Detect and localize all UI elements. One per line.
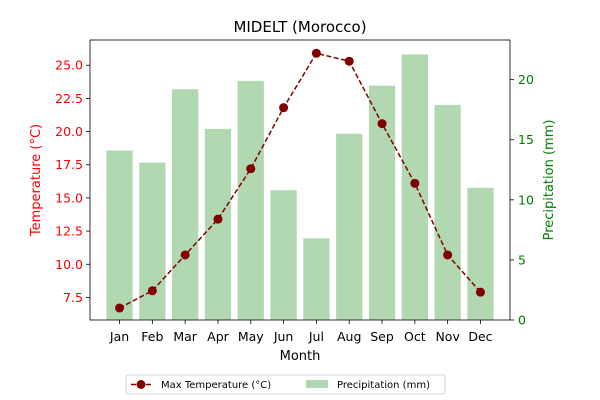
precipitation-bar (434, 104, 461, 320)
legend-label-precipitation: Precipitation (mm) (337, 380, 430, 391)
y-right-tick-label: 10 (518, 192, 534, 207)
x-tick-label: Jan (109, 329, 129, 344)
x-tick-label: Oct (404, 329, 426, 344)
y-left-tick-label: 25.0 (55, 58, 83, 73)
x-tick-label: Mar (173, 329, 197, 344)
y-right-tick-label: 0 (518, 313, 526, 328)
y-left-tick-label: 10.0 (55, 257, 83, 272)
legend: Max Temperature (°C) Precipitation (mm) (125, 374, 446, 395)
temperature-point (377, 119, 387, 129)
x-tick-label: Jul (308, 329, 324, 344)
x-axis-label: Month (280, 349, 321, 364)
precipitation-bar (270, 190, 297, 320)
y-left-tick-label: 12.5 (55, 224, 83, 239)
chart-title: MIDELT (Morocco) (233, 18, 366, 36)
temperature-point (475, 287, 485, 297)
precipitation-bar (303, 238, 330, 320)
x-axis: Jan Feb Mar Apr May Jun Jul Aug Sep Oct Nov Dec (109, 320, 493, 344)
x-tick-label: Apr (207, 329, 229, 344)
precipitation-bar (467, 187, 494, 320)
y-left-tick-label: 22.5 (55, 91, 83, 106)
temperature-point (311, 48, 321, 58)
temperature-point (115, 303, 125, 313)
y-right-tick-label: 15 (518, 132, 534, 147)
x-tick-label: Jun (273, 329, 294, 344)
precipitation-bar (237, 80, 264, 320)
plot-frame (89, 39, 511, 321)
y-left-tick-label: 17.5 (55, 157, 83, 172)
x-tick-label: Aug (337, 329, 361, 344)
y-right-tick-label: 20 (518, 72, 534, 87)
legend-box (125, 374, 446, 395)
legend-marker-swatch (136, 380, 146, 389)
y-axis-right: 0 5 10 15 20 (510, 72, 534, 328)
x-tick-label: Dec (468, 329, 492, 344)
precipitation-bar (106, 150, 133, 320)
temperature-point (279, 103, 289, 113)
legend-bar-swatch (306, 380, 328, 388)
y-axis-right-label: Precipitation (mm) (542, 120, 557, 241)
x-tick-label: Nov (435, 329, 460, 344)
y-axis-left-label: Temperature (°C) (29, 124, 44, 237)
x-tick-label: Feb (141, 329, 163, 344)
y-left-tick-label: 7.5 (63, 290, 83, 305)
y-right-tick-label: 5 (518, 252, 526, 267)
temperature-markers (115, 48, 485, 313)
precipitation-bar (204, 128, 232, 320)
temperature-point (443, 250, 453, 260)
y-left-tick-label: 20.0 (55, 124, 83, 139)
x-tick-label: May (238, 329, 264, 344)
precipitation-bar (336, 133, 363, 320)
y-axis-left: 7.5 10.0 12.5 15.0 17.5 20.0 22.5 25.0 (55, 58, 90, 305)
temperature-point (180, 250, 190, 260)
precipitation-bars (106, 54, 494, 321)
temperature-point (344, 56, 354, 66)
temperature-point (246, 164, 256, 174)
temperature-point (410, 178, 420, 188)
temperature-point (147, 286, 157, 296)
temperature-point (213, 214, 223, 224)
legend-label-temperature: Max Temperature (°C) (161, 380, 271, 391)
y-left-tick-label: 15.0 (55, 190, 83, 205)
precipitation-bar (172, 89, 199, 320)
x-tick-label: Sep (370, 329, 394, 344)
temperature-line (119, 52, 482, 309)
